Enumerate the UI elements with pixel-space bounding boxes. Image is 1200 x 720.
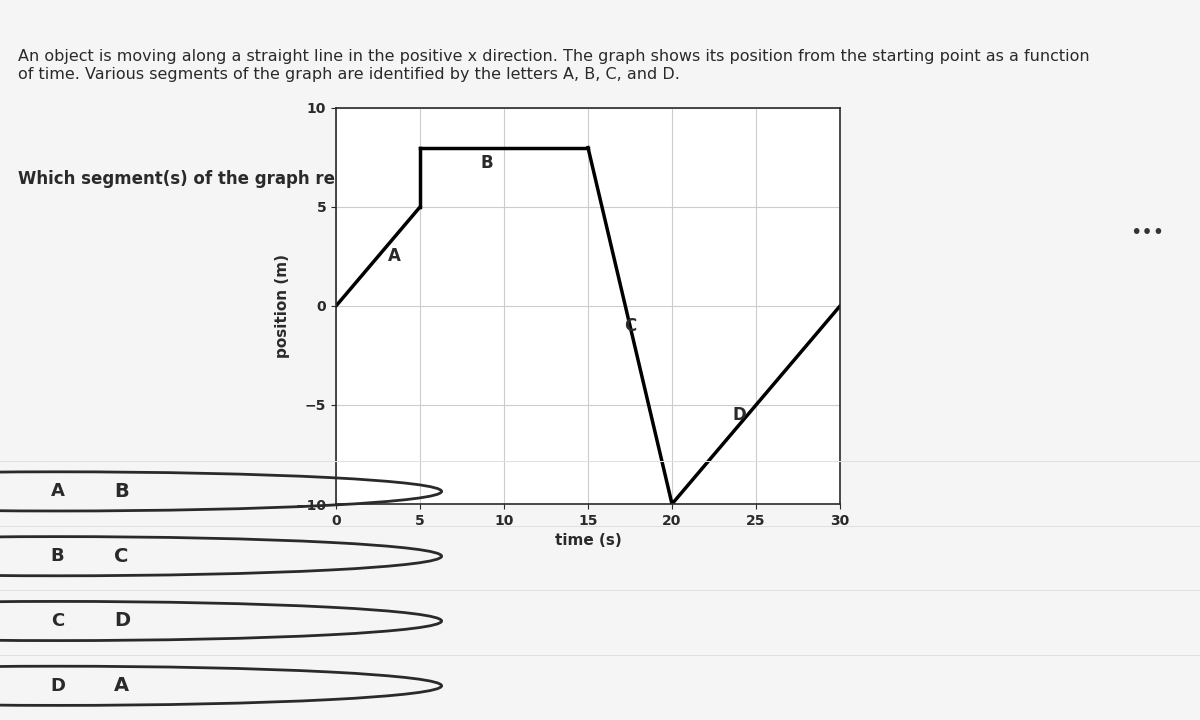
Text: A: A [114, 676, 130, 696]
Text: C: C [624, 317, 636, 335]
Text: A: A [389, 248, 401, 266]
Y-axis label: position (m): position (m) [275, 254, 289, 358]
Text: A: A [50, 482, 65, 500]
Text: B: B [50, 547, 65, 565]
Text: constant velocity: constant velocity [516, 170, 678, 188]
Text: D: D [114, 611, 130, 631]
Text: C: C [50, 612, 65, 630]
Text: Which segment(s) of the graph represent(s) a: Which segment(s) of the graph represent(… [18, 170, 455, 188]
Text: D: D [50, 677, 65, 695]
Text: B: B [114, 482, 128, 501]
Text: C: C [114, 546, 128, 566]
Text: B: B [481, 154, 493, 172]
X-axis label: time (s): time (s) [554, 534, 622, 548]
Text: D: D [732, 406, 746, 424]
Text: of +1.0 m/s?: of +1.0 m/s? [666, 170, 788, 188]
Text: An object is moving along a straight line in the positive x direction. The graph: An object is moving along a straight lin… [18, 49, 1090, 81]
Text: •••: ••• [1130, 223, 1164, 242]
